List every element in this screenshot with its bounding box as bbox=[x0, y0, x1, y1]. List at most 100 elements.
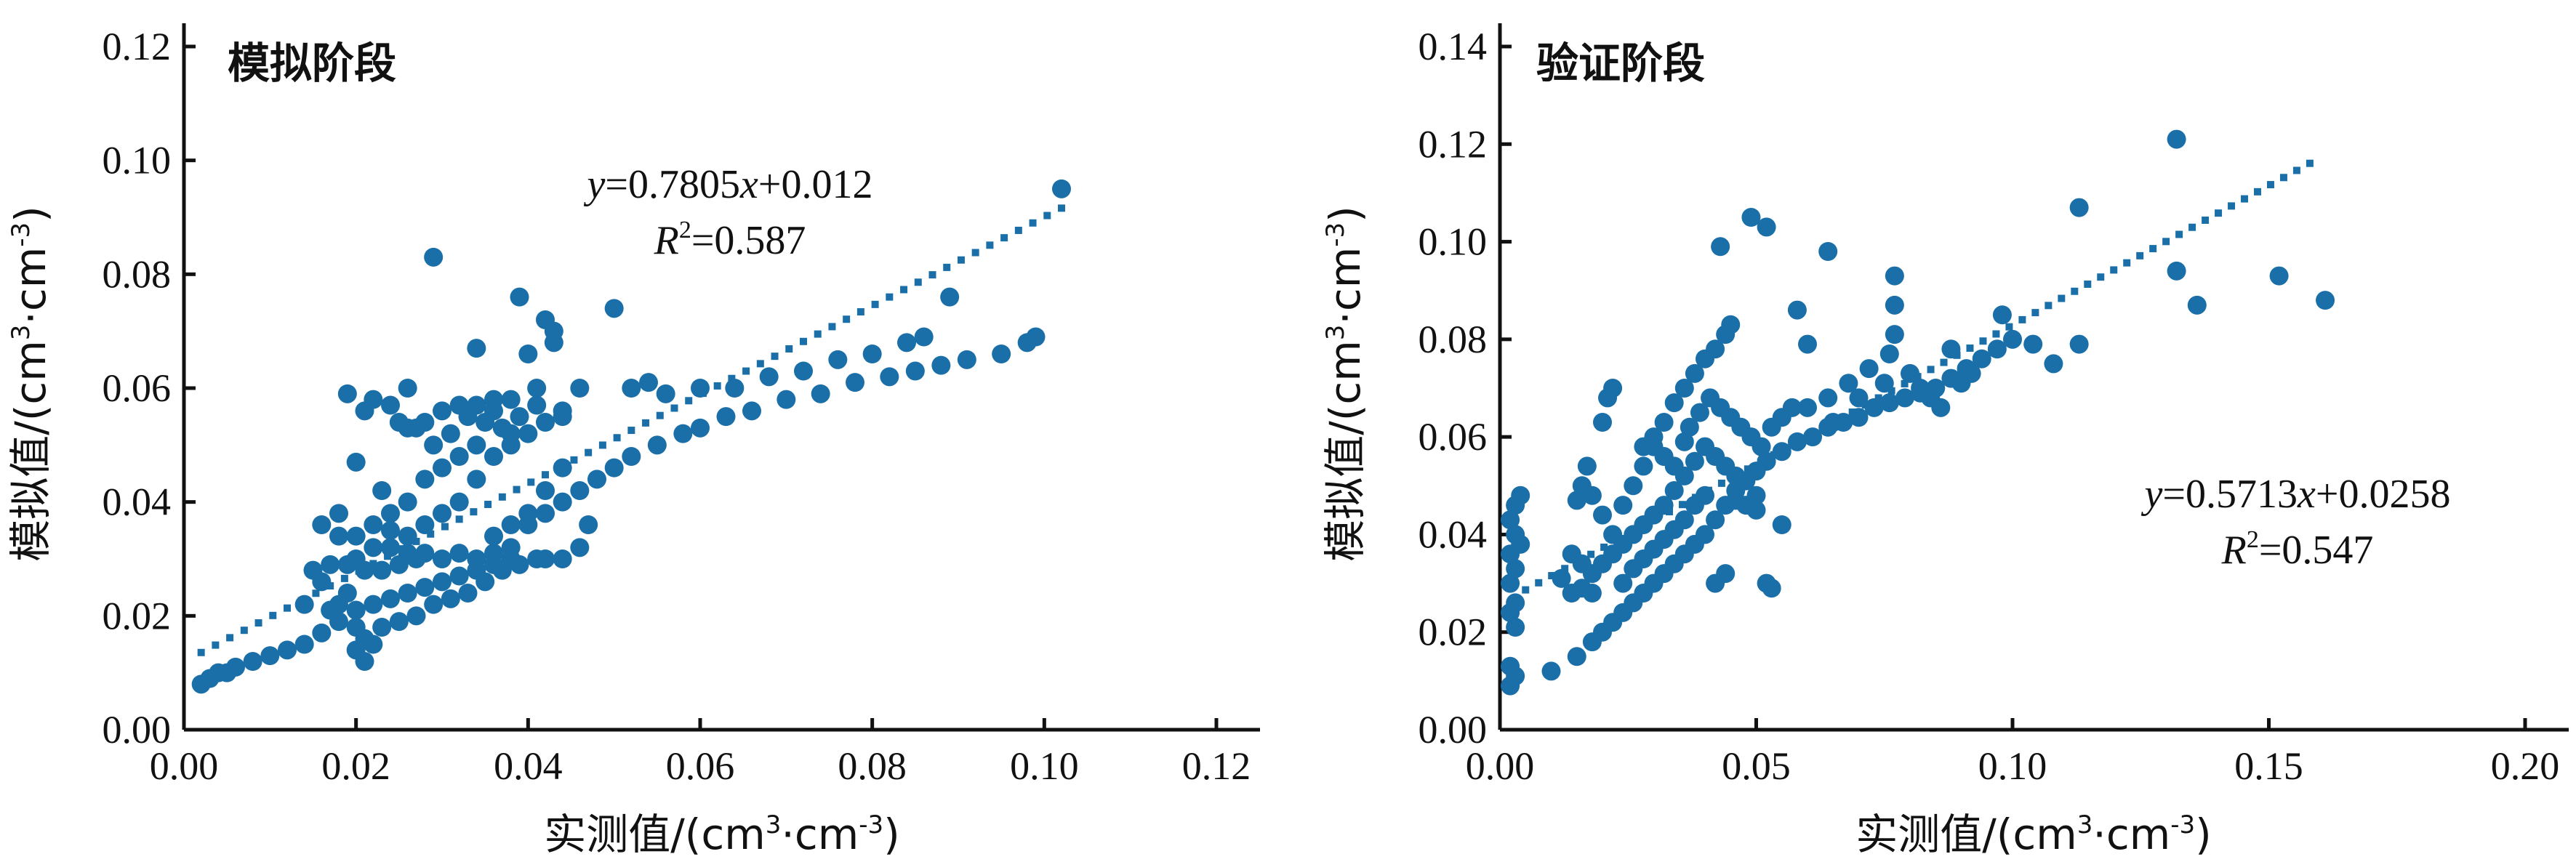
data-point bbox=[518, 424, 538, 443]
fit-line-dot bbox=[1535, 579, 1543, 587]
x-tick-label: 0.05 bbox=[1722, 744, 1791, 788]
data-point bbox=[1762, 579, 1781, 598]
data-point bbox=[2044, 354, 2063, 374]
data-point bbox=[294, 595, 314, 614]
x-axis-label: 实测值/(cm3·cm-3) bbox=[1855, 810, 2212, 859]
data-point bbox=[570, 379, 590, 398]
fit-line-dot bbox=[856, 308, 864, 316]
fit-line-dot bbox=[843, 315, 851, 323]
data-point bbox=[1506, 559, 1525, 579]
data-point bbox=[424, 435, 444, 455]
fit-line-dot bbox=[986, 241, 994, 249]
fit-line-dot bbox=[1000, 234, 1008, 242]
data-point bbox=[406, 418, 426, 438]
data-point bbox=[1541, 661, 1561, 681]
data-point bbox=[527, 395, 547, 415]
data-point bbox=[1746, 486, 1766, 505]
data-point bbox=[415, 515, 435, 534]
data-point bbox=[433, 549, 452, 568]
data-point bbox=[2069, 198, 2089, 217]
data-point bbox=[536, 504, 555, 523]
data-point bbox=[1772, 442, 1791, 462]
fit-line-dot bbox=[2018, 315, 2026, 323]
data-point bbox=[777, 390, 796, 409]
fit-line-dot bbox=[484, 500, 492, 508]
data-point bbox=[1798, 334, 1817, 354]
data-point bbox=[1664, 456, 1684, 476]
x-tick-label: 0.00 bbox=[150, 744, 219, 788]
fit-line-dot bbox=[2306, 159, 2314, 167]
data-point bbox=[510, 555, 529, 574]
data-point bbox=[1654, 413, 1674, 432]
data-point bbox=[1787, 300, 1807, 320]
data-point bbox=[1849, 388, 1869, 408]
x-axis-label: 实测值/(cm3·cm-3) bbox=[544, 810, 900, 859]
fit-line-dot bbox=[971, 249, 979, 257]
fit-line-dot bbox=[2162, 238, 2170, 246]
fit-line-dot bbox=[785, 345, 793, 353]
fit-line-dot bbox=[427, 530, 435, 538]
x-tick-label: 0.08 bbox=[838, 744, 907, 788]
fit-line-dot bbox=[943, 263, 951, 271]
data-point bbox=[355, 401, 374, 421]
data-point bbox=[501, 538, 521, 557]
fit-line-dot bbox=[742, 367, 750, 375]
data-point bbox=[1501, 656, 1520, 676]
data-point bbox=[381, 520, 400, 540]
fit-line-dot bbox=[513, 486, 521, 494]
data-point bbox=[2167, 261, 2186, 281]
fit-line-dot bbox=[900, 286, 908, 294]
data-point bbox=[536, 481, 555, 500]
data-point bbox=[355, 652, 374, 671]
fit-line-dot bbox=[656, 411, 664, 419]
panel-title: 验证阶段 bbox=[1536, 39, 1705, 88]
data-point bbox=[1026, 327, 1046, 347]
data-point bbox=[329, 595, 348, 614]
data-point bbox=[364, 635, 383, 654]
data-point bbox=[846, 373, 864, 392]
data-point bbox=[510, 407, 529, 427]
data-point bbox=[1818, 242, 1838, 261]
data-point bbox=[639, 373, 658, 392]
data-point bbox=[862, 345, 882, 363]
data-point bbox=[406, 606, 426, 626]
y-axis-label: 模拟值/(cm3·cm-3) bbox=[1320, 206, 1370, 562]
data-point bbox=[897, 333, 916, 353]
data-point bbox=[398, 526, 417, 546]
y-tick-label: 0.12 bbox=[1419, 122, 1488, 166]
data-point bbox=[1757, 217, 1776, 237]
data-point bbox=[622, 379, 641, 398]
data-point bbox=[381, 538, 400, 557]
fit-line-dot bbox=[340, 574, 348, 582]
fit-line-dot bbox=[914, 278, 922, 286]
fit-line-dot bbox=[2123, 259, 2131, 267]
data-point bbox=[691, 418, 710, 438]
data-point bbox=[449, 492, 469, 512]
data-point bbox=[579, 515, 598, 534]
data-point bbox=[1931, 398, 1951, 417]
fit-line-dot bbox=[627, 427, 635, 435]
data-point bbox=[1624, 476, 1643, 496]
data-point bbox=[278, 640, 297, 660]
data-points bbox=[1501, 129, 2335, 696]
fit-line-dot bbox=[1029, 219, 1037, 227]
fit-line-dot bbox=[1043, 212, 1051, 219]
data-point bbox=[553, 401, 572, 421]
fit-line-dot bbox=[1940, 358, 1948, 366]
data-point bbox=[1741, 208, 1761, 227]
y-tick-label: 0.08 bbox=[103, 252, 172, 296]
fit-line-dot bbox=[1927, 366, 1935, 374]
data-point bbox=[484, 526, 503, 546]
data-point bbox=[1874, 374, 1894, 393]
data-point bbox=[1506, 618, 1525, 637]
fit-line-dot bbox=[240, 627, 248, 635]
data-point bbox=[1506, 593, 1525, 613]
y-tick-label: 0.06 bbox=[1419, 415, 1488, 459]
data-point bbox=[346, 526, 366, 546]
fit-line-dot bbox=[685, 397, 693, 405]
fit-line-dot bbox=[2110, 266, 2118, 274]
fit-line-dot bbox=[585, 448, 593, 456]
data-point bbox=[656, 384, 675, 403]
y-tick-label: 0.02 bbox=[103, 594, 172, 637]
data-point bbox=[312, 623, 332, 643]
